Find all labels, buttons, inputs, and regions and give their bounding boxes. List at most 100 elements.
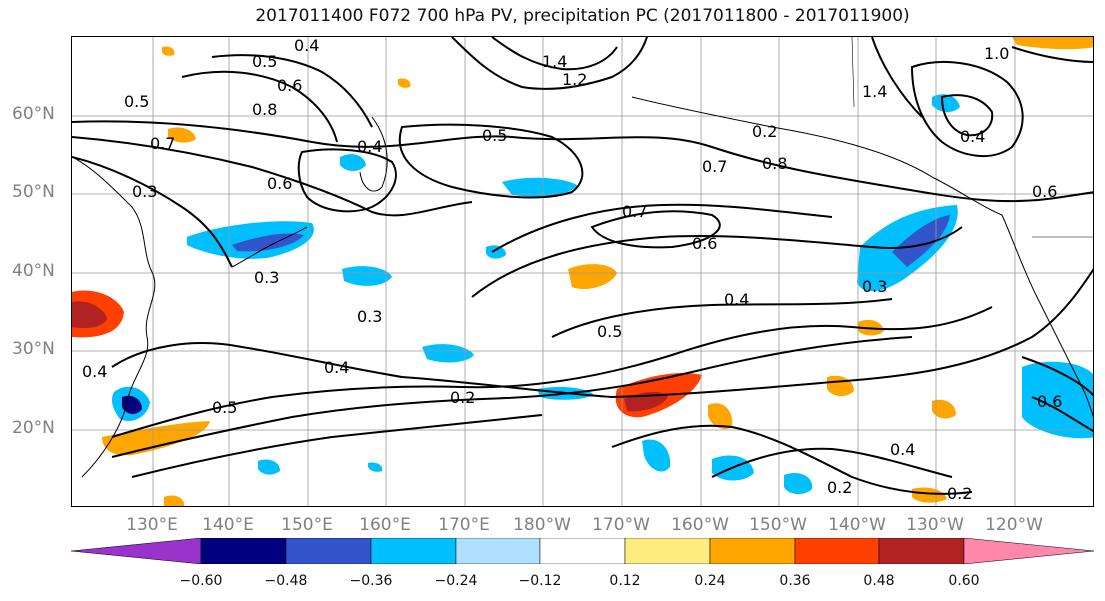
- neg-area-kamchatka: [502, 177, 577, 197]
- colorbar-extend-low: [71, 538, 202, 564]
- map-canvas: 0.4 0.5 0.6 0.8 1.4 1.2 0.5 0.7 0.3 0.4 …: [72, 37, 1093, 506]
- contour-label: 0.2: [827, 478, 852, 497]
- colorbar-segments: [71, 538, 1094, 564]
- colorbar-segment: [370, 538, 457, 564]
- lat-label-50n: 50°N: [12, 182, 55, 202]
- pos-area-south-w: [164, 495, 185, 506]
- contour-label: 0.7: [622, 202, 647, 221]
- contour-label: 0.5: [252, 52, 277, 71]
- colorbar-segment: [455, 538, 541, 564]
- coast-japan: [231, 226, 308, 268]
- colorbar-segment: [624, 538, 711, 564]
- contour-label: 0.6: [267, 174, 292, 193]
- contour-label: 0.2: [752, 122, 777, 141]
- lon-label-160e: 160°E: [359, 515, 411, 535]
- contour-label: 0.8: [762, 154, 787, 173]
- contour-label: 0.7: [150, 134, 175, 153]
- contour-label: 0.6: [692, 234, 717, 253]
- contour-label: 0.5: [212, 398, 237, 417]
- contour-label: 0.2: [450, 388, 475, 407]
- contour-label: 0.3: [254, 268, 279, 287]
- colorbar: [71, 538, 1094, 564]
- contour-label: 0.5: [124, 92, 149, 111]
- colorbar-segment: [539, 538, 626, 564]
- contour-label: 0.3: [357, 307, 382, 326]
- coast-alaska: [631, 96, 1003, 216]
- colorbar-segment: [285, 538, 372, 564]
- contour-label: 1.2: [562, 70, 587, 89]
- contour-label: 1.4: [542, 52, 567, 71]
- coast-na-west: [1001, 214, 1093, 418]
- pv-contours: [72, 37, 1093, 495]
- pos-area-north3: [162, 46, 175, 56]
- pos-area-mid: [568, 264, 617, 290]
- colorbar-extend-high: [963, 538, 1094, 564]
- lon-label-180w: 180°W: [513, 515, 571, 535]
- pos-area-north4: [398, 78, 411, 88]
- colorbar-tick: −0.60: [179, 573, 223, 589]
- colorbar-segment: [794, 538, 880, 564]
- pos-area-north2: [168, 127, 196, 143]
- contour-label: 1.4: [862, 82, 887, 101]
- lon-label-130e: 130°E: [126, 515, 178, 535]
- precipitation-shading: [72, 37, 1093, 506]
- pos-area-east3: [932, 399, 956, 419]
- contour-label: 0.8: [252, 100, 277, 119]
- coast-asia: [72, 156, 156, 478]
- pos-area-china-core: [72, 301, 107, 329]
- colorbar-tick: 0.36: [779, 573, 811, 589]
- contour-label: 0.6: [1032, 182, 1057, 201]
- lat-label-30n: 30°N: [12, 339, 55, 359]
- lon-label-170e: 170°E: [438, 515, 490, 535]
- contour-label: 1.0: [984, 44, 1009, 63]
- contour-label: 0.4: [357, 137, 382, 156]
- lat-label-20n: 20°N: [12, 418, 55, 438]
- contour-label: 0.4: [324, 358, 349, 377]
- lon-label-150w: 150°W: [749, 515, 807, 535]
- neg-area-gulf-core: [892, 215, 950, 267]
- contour-label: 0.6: [1037, 392, 1062, 411]
- colorbar-tick: −0.24: [434, 573, 478, 589]
- colorbar-tick: 0.48: [863, 573, 895, 589]
- neg-area-gulf-north: [932, 94, 960, 113]
- neg-area-tiny: [368, 462, 383, 472]
- colorbar-tick: −0.12: [518, 573, 562, 589]
- lon-label-150e: 150°E: [281, 515, 333, 535]
- neg-area-north1: [340, 154, 366, 171]
- map-title: 2017011400 F072 700 hPa PV, precipitatio…: [255, 6, 910, 26]
- neg-area-midpac: [342, 266, 392, 286]
- contour-label: 0.4: [890, 440, 915, 459]
- lon-label-140e: 140°E: [202, 515, 254, 535]
- neg-area-south1: [642, 439, 671, 472]
- colorbar-segment: [709, 538, 796, 564]
- contour-label: 0.4: [724, 290, 749, 309]
- contour-label: 0.4: [82, 362, 107, 381]
- neg-area-small-pac: [486, 245, 506, 259]
- lon-label-160w: 160°W: [671, 515, 729, 535]
- lat-label-60n: 60°N: [12, 104, 55, 124]
- lat-label-40n: 40°N: [12, 261, 55, 281]
- colorbar-segment: [878, 538, 965, 564]
- graticule: [72, 37, 1093, 506]
- contour-label: 0.3: [862, 277, 887, 296]
- lon-label-140w: 140°W: [828, 515, 886, 535]
- pos-area-east2: [827, 375, 854, 397]
- lon-label-120w: 120°W: [985, 515, 1043, 535]
- neg-area-subtrop1: [422, 344, 474, 363]
- colorbar-segment: [200, 538, 287, 564]
- colorbar-tick: −0.48: [264, 573, 308, 589]
- colorbar-tick: 0.12: [609, 573, 641, 589]
- contour-labels: 0.4 0.5 0.6 0.8 1.4 1.2 0.5 0.7 0.3 0.4 …: [82, 37, 1062, 503]
- colorbar-tick: −0.36: [349, 573, 393, 589]
- pos-area-east4: [912, 487, 947, 503]
- contour-label: 0.6: [277, 76, 302, 95]
- lon-label-170w: 170°W: [592, 515, 650, 535]
- colorbar-tick: 0.60: [948, 573, 980, 589]
- contour-label: 0.5: [482, 126, 507, 145]
- pos-area-east5: [708, 403, 733, 430]
- coast-kamchatka: [359, 116, 388, 192]
- coastlines: [72, 37, 1093, 478]
- map-panel: 0.4 0.5 0.6 0.8 1.4 1.2 0.5 0.7 0.3 0.4 …: [71, 36, 1094, 507]
- lon-label-130w: 130°W: [906, 515, 964, 535]
- neg-area-south3: [784, 472, 813, 495]
